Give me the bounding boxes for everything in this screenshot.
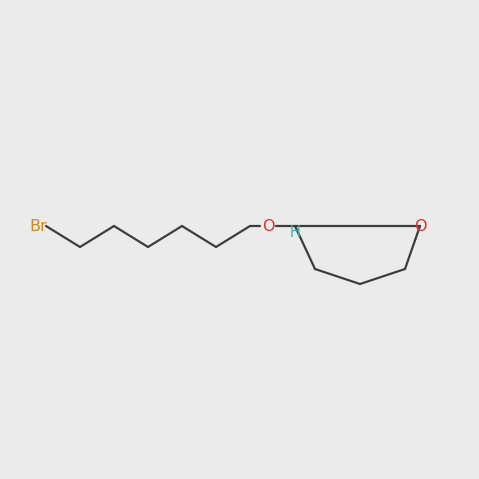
Text: Br: Br [29,218,47,233]
Text: O: O [262,218,274,233]
Text: O: O [414,218,426,233]
Text: H: H [290,225,300,240]
